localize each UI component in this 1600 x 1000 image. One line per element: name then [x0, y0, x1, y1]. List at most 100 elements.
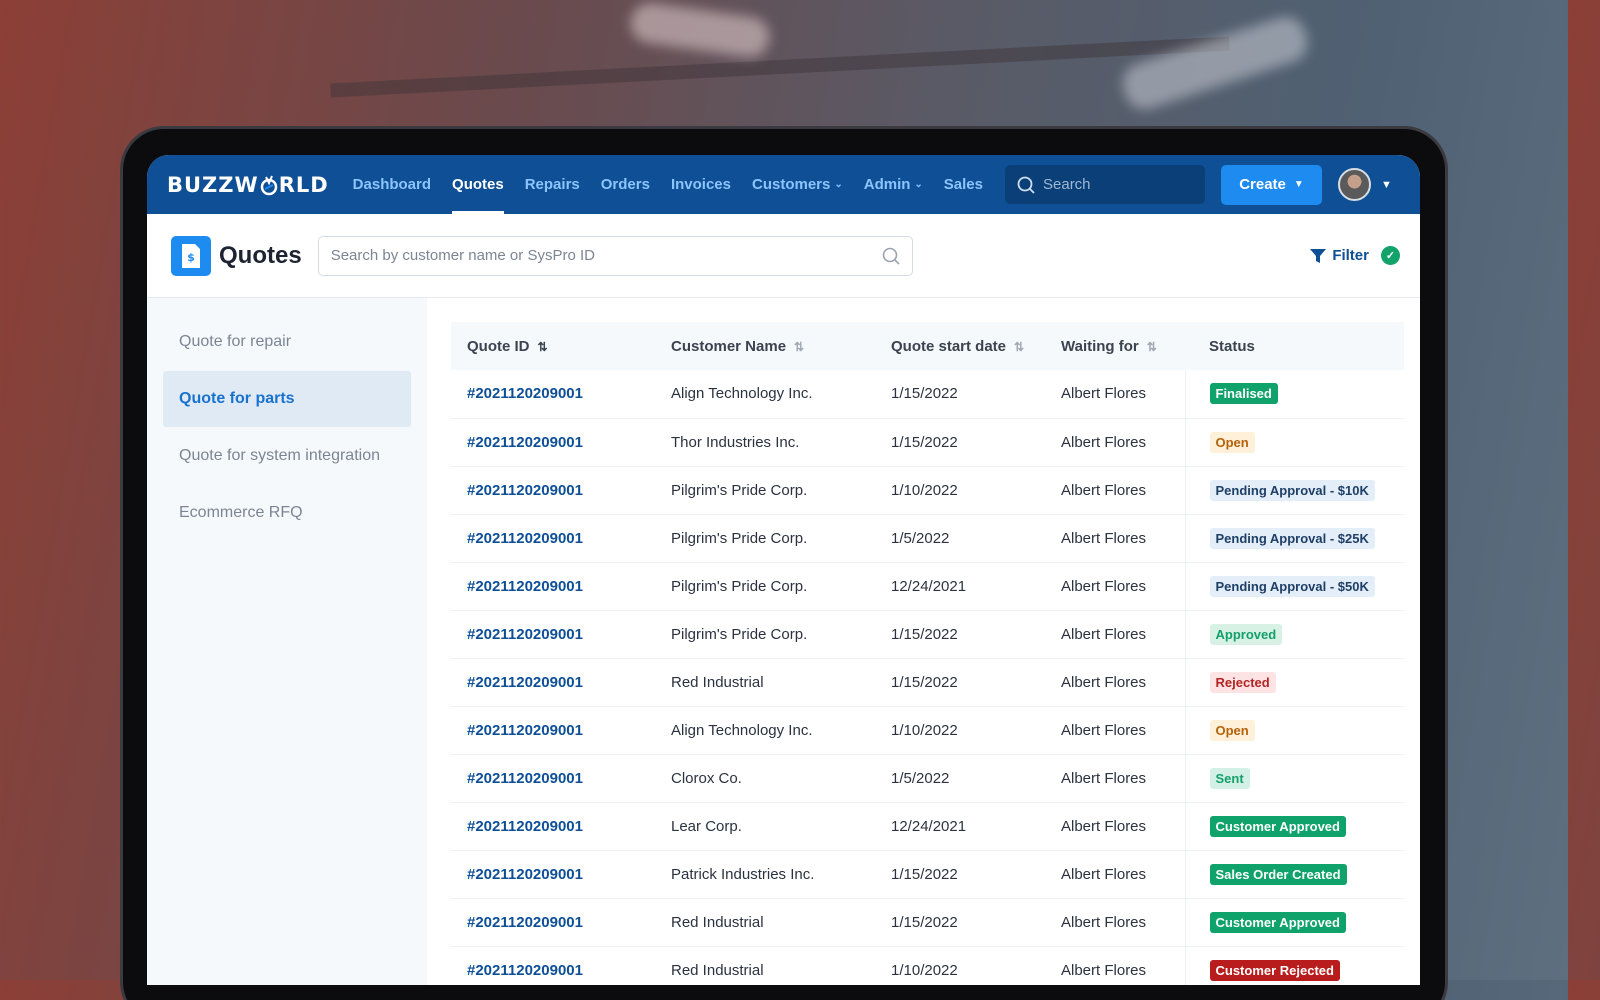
status-cell: Sent: [1184, 754, 1404, 802]
status-cell: Approved: [1184, 610, 1404, 658]
background-light: [1117, 11, 1313, 115]
filter-icon: [1310, 248, 1327, 263]
waiting-for-cell: Albert Flores: [1061, 481, 1147, 499]
table-row[interactable]: #2021120209001 Align Technology Inc. 1/15/…: [451, 370, 1404, 418]
status-cell: Rejected: [1184, 658, 1404, 706]
global-search-placeholder: Search: [1043, 176, 1091, 193]
status-badge: Customer Approved: [1209, 815, 1346, 837]
chevron-down-icon: ⌄: [914, 179, 923, 190]
sort-icon[interactable]: ⇅: [1146, 339, 1157, 354]
quote-id-link[interactable]: #2021120209001: [467, 817, 583, 835]
waiting-for-cell: Albert Flores: [1061, 913, 1147, 931]
table-row[interactable]: #2021120209001 Red Industrial 1/15/2022 Alb…: [451, 898, 1404, 946]
nav-sales[interactable]: Sales: [943, 176, 983, 193]
customer-name-cell: Thor Industries Inc.: [671, 433, 800, 451]
chevron-down-icon: ⌄: [834, 179, 843, 190]
sidebar-item-ecommerce-rfq[interactable]: Ecommerce RFQ: [179, 504, 303, 521]
waiting-for-cell: Albert Flores: [1061, 529, 1147, 547]
customer-name-cell: Align Technology Inc.: [671, 721, 813, 739]
status-cell: Sales Order Created: [1184, 850, 1404, 898]
table-row[interactable]: #2021120209001 Pilgrim's Pride Corp. 1/15/…: [451, 610, 1404, 658]
sidebar-item-quote-for-repair[interactable]: Quote for repair: [179, 333, 292, 350]
nav-customers[interactable]: Customers ⌄: [751, 176, 843, 193]
quote-start-date-cell: 1/15/2022: [891, 625, 958, 643]
buzzworld-logo[interactable]: BUZZW RLD: [167, 172, 329, 197]
quote-search-placeholder: Search by customer name or SysPro ID: [330, 247, 595, 264]
nav-admin[interactable]: Admin ⌄: [863, 176, 923, 193]
sort-icon[interactable]: ⇅: [1014, 339, 1025, 354]
table-row[interactable]: #2021120209001 Pilgrim's Pride Corp. 1/10/…: [451, 466, 1404, 514]
nav-quotes[interactable]: Quotes: [452, 155, 504, 214]
search-icon: [1017, 176, 1035, 194]
background-beam: [330, 36, 1230, 98]
quote-document-icon: $: [171, 235, 211, 276]
table-row[interactable]: #2021120209001 Red Industrial 1/10/2022 Alb…: [451, 946, 1404, 985]
quote-id-link[interactable]: #2021120209001: [467, 865, 583, 883]
nav-orders[interactable]: Orders: [600, 176, 650, 193]
quote-search-input[interactable]: Search by customer name or SysPro ID: [317, 235, 913, 276]
page-title: Quotes: [219, 241, 302, 269]
bee-icon: [260, 175, 277, 195]
status-badge: Customer Rejected: [1209, 959, 1340, 981]
customer-name-cell: Red Industrial: [671, 913, 764, 931]
customer-name-cell: Clorox Co.: [671, 769, 742, 787]
avatar[interactable]: [1338, 168, 1371, 201]
nav-repairs[interactable]: Repairs: [524, 176, 580, 193]
quote-start-date-cell: 1/15/2022: [891, 913, 958, 931]
quote-id-link[interactable]: #2021120209001: [467, 385, 583, 403]
sort-icon[interactable]: ⇅: [794, 339, 805, 354]
quote-id-link[interactable]: #2021120209001: [467, 433, 583, 451]
customer-name-cell: Pilgrim's Pride Corp.: [671, 577, 808, 595]
column-header-customer-name[interactable]: Customer Name ⇅: [671, 337, 805, 355]
column-header-waiting-for[interactable]: Waiting for ⇅: [1061, 337, 1157, 355]
table-row[interactable]: #2021120209001 Align Technology Inc. 1/10/…: [451, 706, 1404, 754]
column-header-quote-id[interactable]: Quote ID ⇅: [467, 337, 548, 355]
sort-icon[interactable]: ⇅: [537, 339, 548, 354]
quote-id-link[interactable]: #2021120209001: [467, 673, 583, 691]
filter-button[interactable]: Filter ✓: [1310, 246, 1400, 265]
sidebar-item-quote-for-parts[interactable]: Quote for parts: [163, 371, 411, 427]
table-row[interactable]: #2021120209001 Thor Industries Inc. 1/15/2…: [451, 418, 1404, 466]
customer-name-cell: Red Industrial: [671, 673, 764, 691]
quote-id-link[interactable]: #2021120209001: [467, 529, 583, 547]
sidebar-item-quote-for-system-integration[interactable]: Quote for system integration: [179, 447, 380, 464]
quote-id-link[interactable]: #2021120209001: [467, 769, 583, 787]
nav-links: Dashboard Quotes Repairs Orders Invoices Cust…: [353, 155, 1004, 214]
waiting-for-cell: Albert Flores: [1061, 817, 1147, 835]
status-badge: Rejected: [1209, 671, 1276, 693]
quote-id-link[interactable]: #2021120209001: [467, 625, 583, 643]
quote-id-link[interactable]: #2021120209001: [467, 481, 583, 499]
status-cell: Pending Approval - $10K: [1184, 466, 1404, 514]
column-header-quote-start-date[interactable]: Quote start date ⇅: [891, 337, 1025, 355]
status-badge: Sales Order Created: [1209, 863, 1347, 885]
customer-name-cell: Align Technology Inc.: [671, 385, 813, 403]
quote-start-date-cell: 1/10/2022: [891, 721, 958, 739]
table-row[interactable]: #2021120209001 Pilgrim's Pride Corp. 1/5/2…: [451, 514, 1404, 562]
quote-start-date-cell: 1/10/2022: [891, 481, 958, 499]
quote-id-link[interactable]: #2021120209001: [467, 577, 583, 595]
quote-type-sidebar: Quote for repair Quote for parts Quote for…: [147, 298, 427, 985]
status-cell: Open: [1184, 706, 1404, 754]
table-row[interactable]: #2021120209001 Clorox Co. 1/5/2022 Albert F…: [451, 754, 1404, 802]
chevron-down-icon[interactable]: ▼: [1381, 178, 1392, 191]
quote-id-link[interactable]: #2021120209001: [467, 913, 583, 931]
status-badge: Sent: [1209, 767, 1250, 789]
table-row[interactable]: #2021120209001 Patrick Industries Inc. 1/1…: [451, 850, 1404, 898]
global-search[interactable]: Search: [1005, 165, 1205, 204]
create-button[interactable]: Create ▼: [1221, 164, 1322, 205]
nav-invoices[interactable]: Invoices: [670, 176, 731, 193]
status-badge: Finalised: [1209, 383, 1278, 405]
table-row[interactable]: #2021120209001 Red Industrial 1/15/2022 Alb…: [451, 658, 1404, 706]
customer-name-cell: Patrick Industries Inc.: [671, 865, 815, 883]
quote-start-date-cell: 1/15/2022: [891, 433, 958, 451]
status-badge: Pending Approval - $25K: [1209, 527, 1375, 549]
status-cell: Pending Approval - $25K: [1184, 514, 1404, 562]
column-header-status: Status: [1209, 337, 1255, 355]
table-row[interactable]: #2021120209001 Lear Corp. 12/24/2021 Albert…: [451, 802, 1404, 850]
quote-start-date-cell: 1/15/2022: [891, 865, 958, 883]
table-row[interactable]: #2021120209001 Pilgrim's Pride Corp. 12/24…: [451, 562, 1404, 610]
nav-dashboard[interactable]: Dashboard: [352, 176, 432, 193]
quote-id-link[interactable]: #2021120209001: [467, 961, 583, 979]
waiting-for-cell: Albert Flores: [1061, 721, 1147, 739]
quote-id-link[interactable]: #2021120209001: [467, 721, 583, 739]
